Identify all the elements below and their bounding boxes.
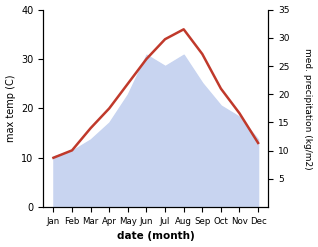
Y-axis label: max temp (C): max temp (C) <box>5 75 16 142</box>
X-axis label: date (month): date (month) <box>117 231 195 242</box>
Y-axis label: med. precipitation (kg/m2): med. precipitation (kg/m2) <box>303 48 313 169</box>
